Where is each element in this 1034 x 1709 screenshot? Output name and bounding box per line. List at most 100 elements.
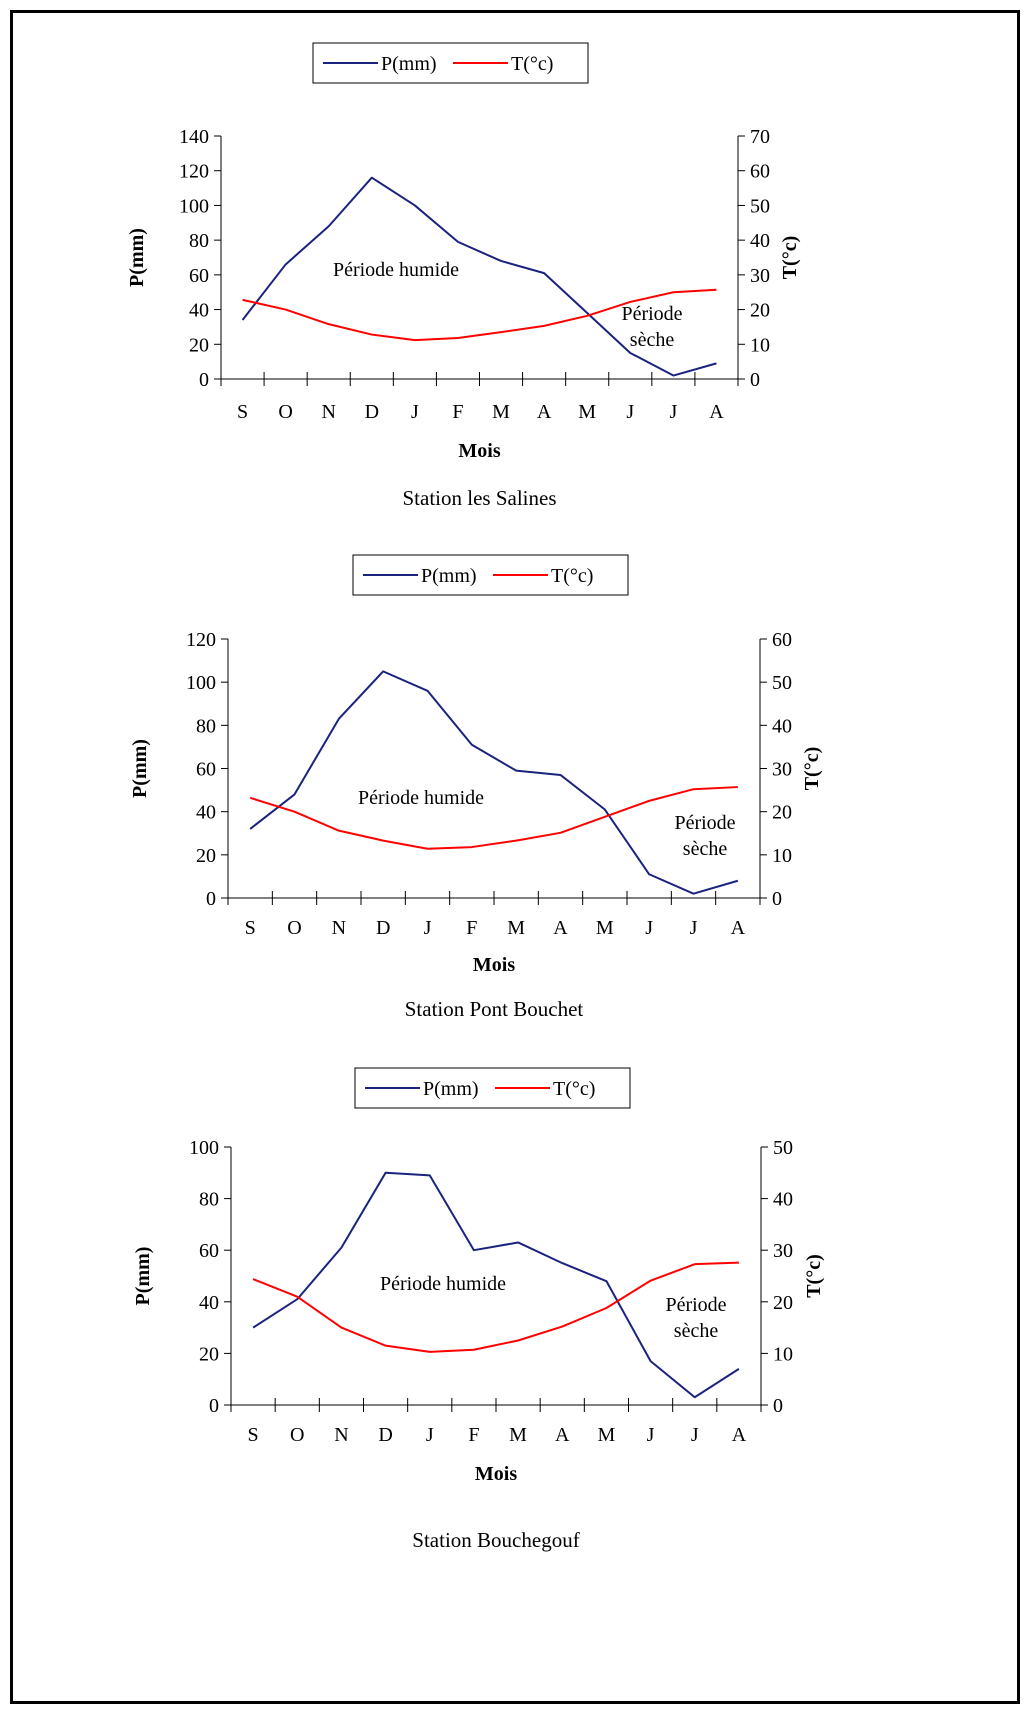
series-line-precipitation xyxy=(252,1171,740,1399)
x-tick-label: D xyxy=(378,1424,392,1446)
y2-tick-label: 60 xyxy=(750,161,770,183)
y-tick-label: 100 xyxy=(186,672,216,694)
y-tick-label: 80 xyxy=(199,1189,219,1211)
legend-label-temperature: T(°c) xyxy=(551,565,593,587)
x-tick-label: N xyxy=(332,917,346,939)
annotation-humid-period: Période humide xyxy=(358,787,484,809)
y2-tick-label: 70 xyxy=(750,126,770,148)
annotation-dry-period: Période sèche xyxy=(621,303,682,351)
y2-tick-label: 40 xyxy=(773,1189,793,1211)
x-tick-label: F xyxy=(452,401,463,423)
chart-2: P(mm) T(°c) 0 20 40 60 80 100 120 0 10 20 30 40 50 60 S O… xyxy=(129,554,823,1021)
y2-tick-label: 50 xyxy=(772,672,792,694)
y2-tick-label: 0 xyxy=(750,369,760,391)
x-tick-label: A xyxy=(709,401,724,423)
y2-tick-label: 10 xyxy=(750,334,770,356)
station-caption: Station Bouchegouf xyxy=(412,1528,579,1552)
annotation-humid-period: Période humide xyxy=(380,1273,506,1295)
y-tick-label: 20 xyxy=(189,334,209,356)
y-tick-label: 0 xyxy=(209,1395,219,1417)
x-tick-label: J xyxy=(411,401,419,423)
series-line-precipitation xyxy=(249,670,739,895)
x-tick-label: N xyxy=(334,1424,348,1446)
y2-tick-label: 40 xyxy=(772,715,792,737)
y2-tick-label: 10 xyxy=(773,1343,793,1365)
y-tick-label: 20 xyxy=(196,845,216,867)
annotation-dry-period: Période sèche xyxy=(665,1294,726,1342)
x-tick-label: O xyxy=(287,917,301,939)
y2-tick-label: 20 xyxy=(772,802,792,824)
y2-tick-label: 60 xyxy=(772,629,792,651)
x-tick-label: S xyxy=(237,401,248,423)
x-tick-label: S xyxy=(248,1424,259,1446)
x-tick-label: M xyxy=(596,917,614,939)
y2-tick-label: 30 xyxy=(773,1240,793,1262)
y-tick-label: 0 xyxy=(199,369,209,391)
x-tick-label: J xyxy=(645,917,653,939)
x-tick-label: D xyxy=(376,917,390,939)
y2-tick-label: 30 xyxy=(750,265,770,287)
legend-label-precipitation: P(mm) xyxy=(381,53,437,75)
legend: P(mm) T(°c) xyxy=(312,42,589,84)
y2-axis-title: T(°c) xyxy=(801,747,823,791)
y-axis-title: P(mm) xyxy=(126,228,148,287)
y2-tick-label: 50 xyxy=(773,1137,793,1159)
y-axis-title: P(mm) xyxy=(132,1247,154,1306)
x-tick-label: F xyxy=(466,917,477,939)
x-tick-label: A xyxy=(553,917,568,939)
x-tick-label: J xyxy=(424,917,432,939)
legend: P(mm) T(°c) xyxy=(354,1067,631,1109)
y2-tick-label: 50 xyxy=(750,195,770,217)
x-tick-label: A xyxy=(537,401,552,423)
y2-tick-label: 30 xyxy=(772,759,792,781)
y-tick-label: 60 xyxy=(199,1240,219,1262)
x-tick-label: O xyxy=(278,401,292,423)
x-tick-label: M xyxy=(509,1424,527,1446)
x-tick-label: J xyxy=(647,1424,655,1446)
x-tick-label: A xyxy=(555,1424,570,1446)
station-caption: Station Pont Bouchet xyxy=(405,997,584,1021)
y-tick-label: 100 xyxy=(179,195,209,217)
y2-tick-label: 0 xyxy=(773,1395,783,1417)
x-axis-title: Mois xyxy=(473,954,515,976)
y-tick-label: 140 xyxy=(179,126,209,148)
y2-tick-label: 10 xyxy=(772,845,792,867)
y-tick-label: 20 xyxy=(199,1343,219,1365)
y-tick-label: 40 xyxy=(199,1292,219,1314)
annotation-humid-period: Période humide xyxy=(333,259,459,281)
annotation-dry-period: Période sèche xyxy=(674,812,735,860)
y-axis-title: P(mm) xyxy=(129,739,151,798)
y-tick-label: 100 xyxy=(189,1137,219,1159)
x-axis-title: Mois xyxy=(475,1463,517,1485)
y2-tick-label: 0 xyxy=(772,888,782,910)
y-tick-label: 120 xyxy=(179,161,209,183)
series-line-precipitation xyxy=(241,176,717,377)
x-axis-title: Mois xyxy=(458,440,500,462)
x-tick-label: J xyxy=(690,917,698,939)
x-tick-label: A xyxy=(732,1424,747,1446)
x-tick-label: M xyxy=(492,401,510,423)
x-tick-label: J xyxy=(426,1424,434,1446)
x-tick-label: J xyxy=(626,401,634,423)
x-tick-label: S xyxy=(245,917,256,939)
x-tick-label: A xyxy=(731,917,746,939)
chart-1: P(mm) T(°c) 0 20 40 60 80 100 120 140 0 10 20 30 40 50 6… xyxy=(126,42,801,510)
y-tick-label: 60 xyxy=(189,265,209,287)
x-tick-label: D xyxy=(365,401,379,423)
legend-label-precipitation: P(mm) xyxy=(421,565,477,587)
legend-label-precipitation: P(mm) xyxy=(423,1078,479,1100)
y2-tick-label: 20 xyxy=(750,300,770,322)
legend: P(mm) T(°c) xyxy=(352,554,629,596)
y2-tick-label: 40 xyxy=(750,230,770,252)
x-tick-label: O xyxy=(290,1424,304,1446)
x-tick-label: J xyxy=(691,1424,699,1446)
x-tick-label: M xyxy=(507,917,525,939)
y2-axis-title: T(°c) xyxy=(779,236,801,280)
y-tick-label: 80 xyxy=(189,230,209,252)
figure-frame: P(mm) T(°c) 0 20 40 60 80 100 120 140 0 10 20 30 40 50 6… xyxy=(10,10,1020,1704)
x-tick-label: N xyxy=(321,401,335,423)
x-tick-label: F xyxy=(468,1424,479,1446)
series-line-temperature xyxy=(252,1261,739,1353)
series-line-temperature xyxy=(249,786,738,850)
